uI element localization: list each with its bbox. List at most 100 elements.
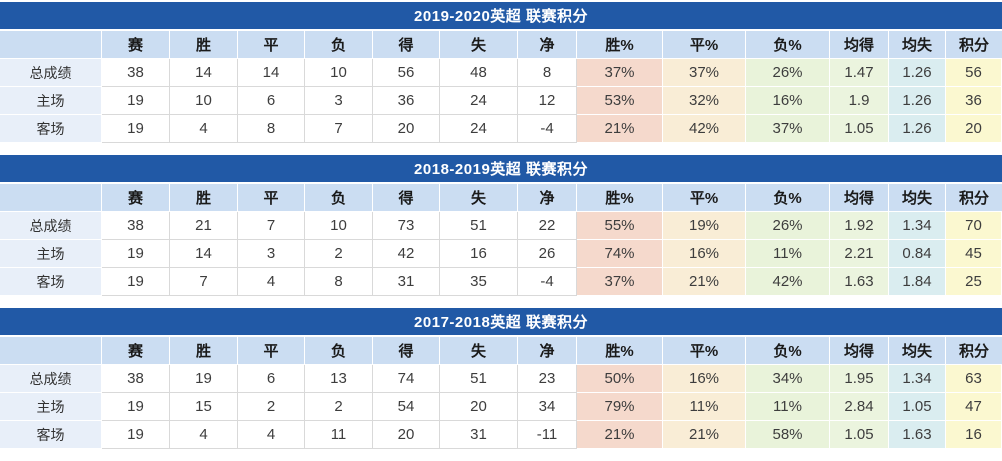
stat-cell: 19	[102, 115, 170, 143]
stat-cell: 42%	[663, 115, 746, 143]
stat-cell: 51	[440, 365, 518, 393]
stat-cell: 19	[102, 240, 170, 268]
column-header-4: 得	[373, 337, 440, 365]
column-header-5: 失	[440, 337, 518, 365]
title-row: 2017-2018英超 联赛积分	[0, 308, 1002, 337]
stat-cell: 37%	[663, 59, 746, 87]
stat-cell: 16%	[663, 240, 746, 268]
stat-cell: 56	[373, 59, 440, 87]
stat-cell: 13	[305, 365, 373, 393]
row-label: 客场	[0, 421, 102, 449]
stat-cell: 1.95	[830, 365, 889, 393]
column-header-row: 赛胜平负得失净胜% 平% 负% 均得 均失 积分	[0, 31, 1002, 59]
stat-cell: 1.05	[889, 393, 946, 421]
stat-cell: 19	[102, 393, 170, 421]
stat-cell: 56	[946, 59, 1002, 87]
column-header-7: 胜%	[577, 337, 663, 365]
stat-cell: 79%	[577, 393, 663, 421]
column-header-8: 平%	[663, 337, 746, 365]
stat-cell: 11%	[746, 240, 830, 268]
column-header-1: 胜	[170, 184, 238, 212]
stat-cell: 63	[946, 365, 1002, 393]
row-label: 总成绩	[0, 212, 102, 240]
season-table-2017-2018: 2017-2018英超 联赛积分 赛胜平负得失净胜% 平% 负% 均得 均失 积分 总成绩…	[0, 308, 1002, 449]
stat-cell: 4	[170, 115, 238, 143]
stat-cell: 70	[946, 212, 1002, 240]
column-header-3: 负	[305, 337, 373, 365]
stat-cell: 14	[238, 59, 305, 87]
stat-cell: -11	[518, 421, 577, 449]
stat-cell: 26%	[746, 59, 830, 87]
column-header-7: 胜%	[577, 31, 663, 59]
stat-cell: -4	[518, 268, 577, 296]
column-header-5: 失	[440, 31, 518, 59]
stat-cell: 45	[946, 240, 1002, 268]
title-row: 2019-2020英超 联赛积分	[0, 2, 1002, 31]
stat-cell: 2.84	[830, 393, 889, 421]
table-row: 客场 19 7 4 8 31 35 -4 37% 21% 42% 1.63 1.84 25	[0, 268, 1002, 296]
stat-cell: 21	[170, 212, 238, 240]
column-header-12: 积分	[946, 31, 1002, 59]
corner-cell	[0, 31, 102, 59]
stat-cell: -4	[518, 115, 577, 143]
stat-cell: 24	[440, 115, 518, 143]
stat-cell: 38	[102, 365, 170, 393]
column-header-1: 胜	[170, 31, 238, 59]
column-header-row: 赛胜平负得失净胜% 平% 负% 均得 均失 积分	[0, 184, 1002, 212]
column-header-7: 胜%	[577, 184, 663, 212]
stat-cell: 21%	[663, 268, 746, 296]
stat-cell: 19	[102, 87, 170, 115]
table-row: 客场 19 4 8 7 20 24 -4 21% 42% 37% 1.05 1.26 20	[0, 115, 1002, 143]
stat-cell: 10	[305, 59, 373, 87]
stat-cell: 7	[170, 268, 238, 296]
column-header-0: 赛	[102, 184, 170, 212]
stat-cell: 7	[238, 212, 305, 240]
stat-cell: 10	[170, 87, 238, 115]
league-points-page: 2019-2020英超 联赛积分 赛胜平负得失净胜% 平% 负% 均得 均失 积分 总成绩…	[0, 2, 1002, 449]
stat-cell: 20	[373, 421, 440, 449]
stat-cell: 24	[440, 87, 518, 115]
stat-cell: 37%	[577, 59, 663, 87]
column-header-1: 胜	[170, 337, 238, 365]
stat-cell: 14	[170, 240, 238, 268]
stat-cell: 1.26	[889, 87, 946, 115]
title-row: 2018-2019英超 联赛积分	[0, 155, 1002, 184]
column-header-2: 平	[238, 184, 305, 212]
stat-cell: 1.63	[830, 268, 889, 296]
column-header-9: 负%	[746, 184, 830, 212]
stat-cell: 25	[946, 268, 1002, 296]
stat-cell: 16%	[746, 87, 830, 115]
column-header-3: 负	[305, 184, 373, 212]
row-label: 主场	[0, 240, 102, 268]
corner-cell	[0, 184, 102, 212]
stat-cell: 16%	[663, 365, 746, 393]
stat-cell: 7	[305, 115, 373, 143]
column-header-6: 净	[518, 184, 577, 212]
column-header-10: 均得	[830, 337, 889, 365]
stat-cell: 4	[238, 268, 305, 296]
row-label: 主场	[0, 87, 102, 115]
stat-cell: 74%	[577, 240, 663, 268]
season-table-2019-2020: 2019-2020英超 联赛积分 赛胜平负得失净胜% 平% 负% 均得 均失 积分 总成绩…	[0, 2, 1002, 143]
stat-cell: 1.26	[889, 115, 946, 143]
stat-cell: 11%	[663, 393, 746, 421]
column-header-5: 失	[440, 184, 518, 212]
column-header-3: 负	[305, 31, 373, 59]
stat-cell: 1.34	[889, 212, 946, 240]
stat-cell: 8	[518, 59, 577, 87]
stat-cell: 37%	[577, 268, 663, 296]
table-row: 总成绩 38 21 7 10 73 51 22 55% 19% 26% 1.92 1.34 70	[0, 212, 1002, 240]
corner-cell	[0, 337, 102, 365]
stat-cell: 73	[373, 212, 440, 240]
column-header-6: 净	[518, 31, 577, 59]
stat-cell: 1.05	[830, 115, 889, 143]
stat-cell: 53%	[577, 87, 663, 115]
stat-cell: 3	[305, 87, 373, 115]
stat-cell: 1.26	[889, 59, 946, 87]
stat-cell: 1.84	[889, 268, 946, 296]
column-header-12: 积分	[946, 184, 1002, 212]
column-header-10: 均得	[830, 184, 889, 212]
stat-cell: 2.21	[830, 240, 889, 268]
stat-cell: 2	[305, 393, 373, 421]
stat-cell: 36	[946, 87, 1002, 115]
